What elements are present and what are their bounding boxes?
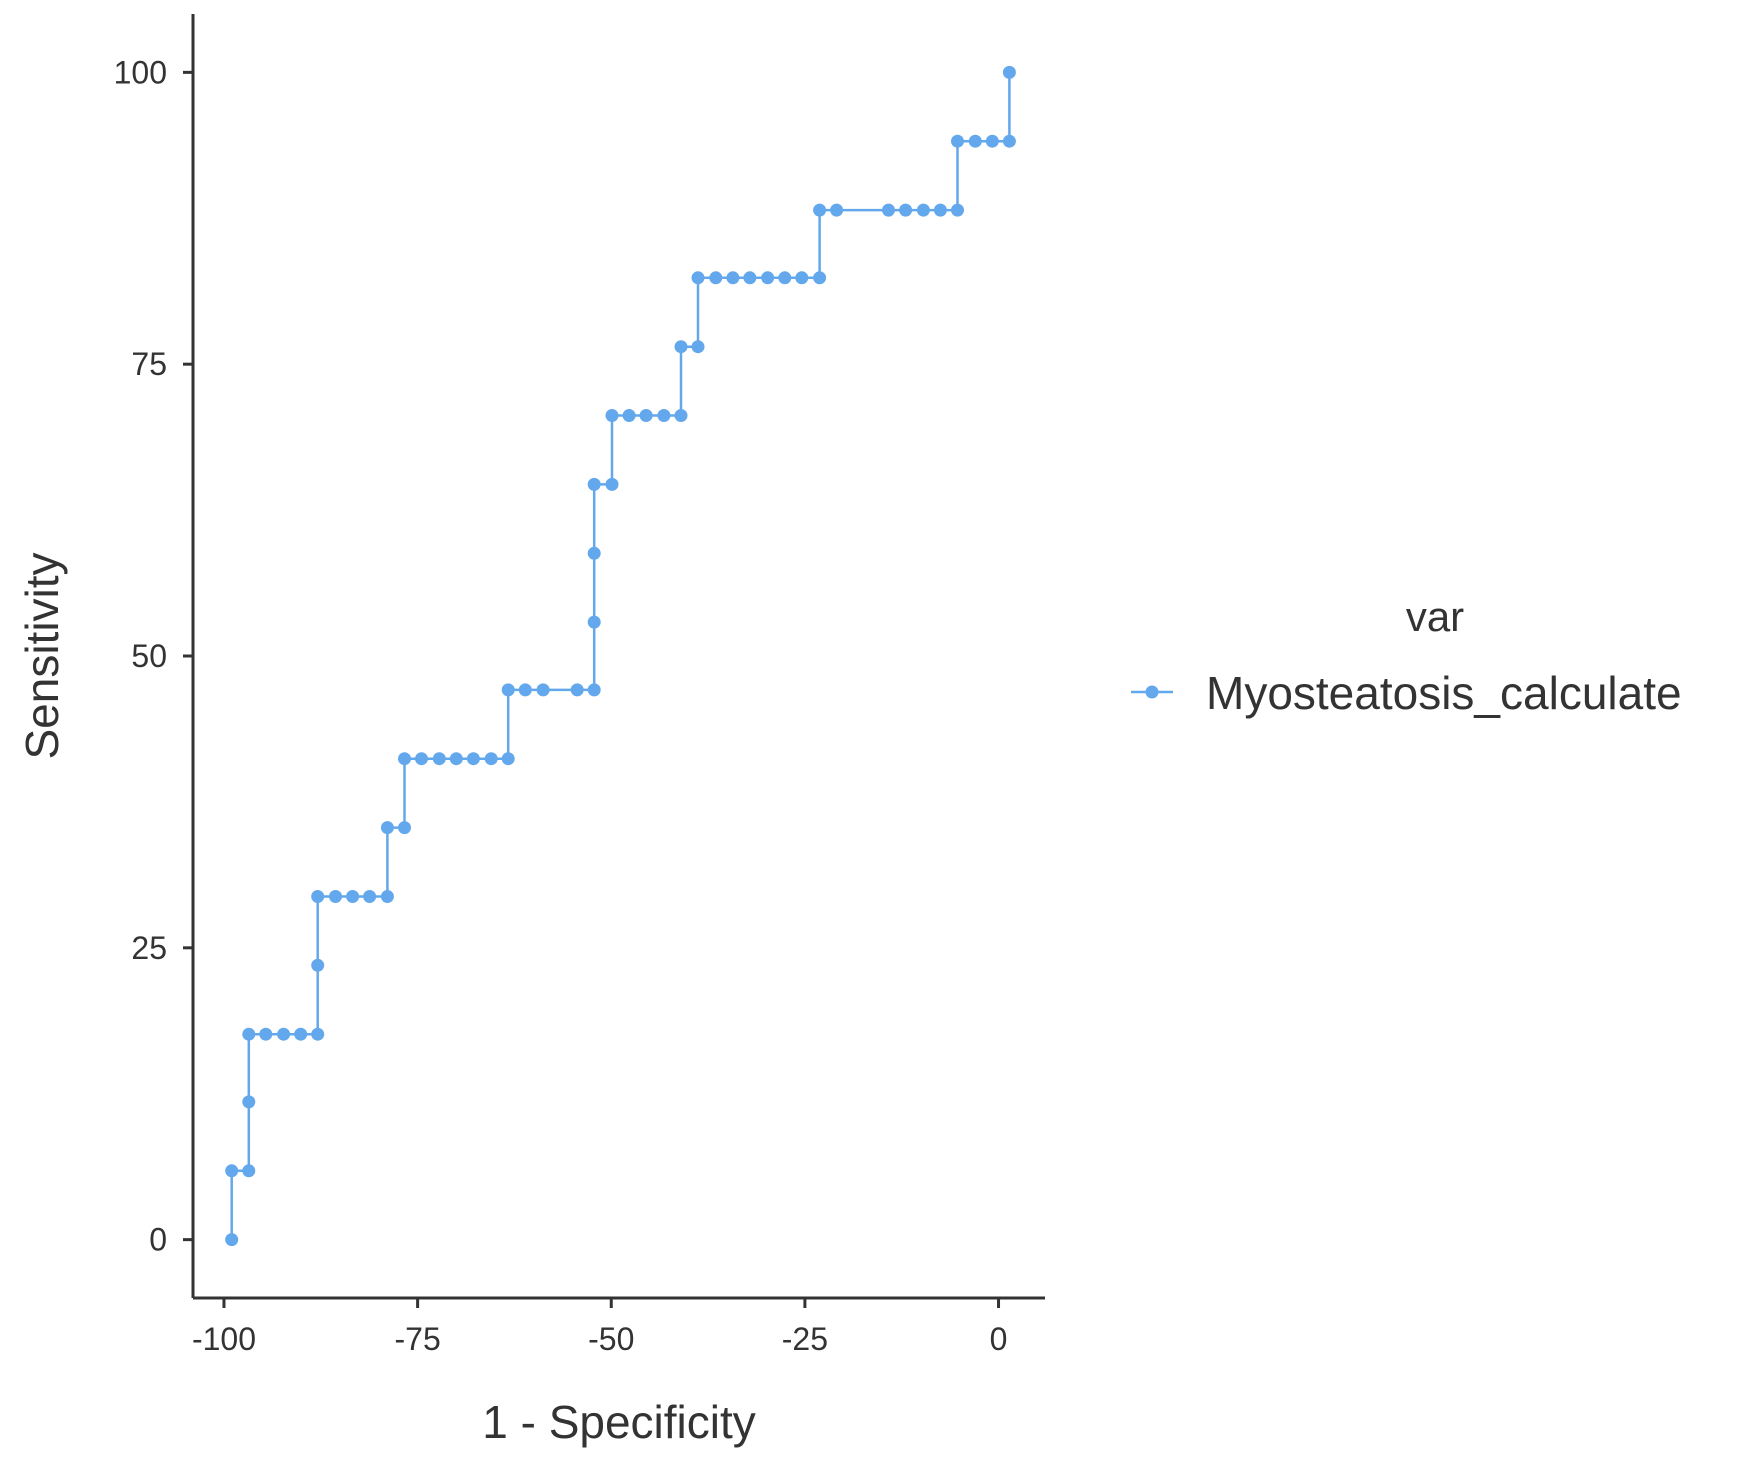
data-point [726,271,740,285]
legend-key-point [1145,685,1159,699]
y-tick-label: 75 [131,346,167,382]
data-point [968,134,982,148]
y-axis-title: Sensitivity [16,552,68,759]
y-tick-label: 25 [131,930,167,966]
x-tick-label: -25 [782,1321,828,1357]
data-point [294,1027,308,1041]
data-point [242,1164,256,1178]
data-point [398,752,411,766]
legend-title: var [1406,593,1464,640]
data-point [1002,65,1016,79]
y-tick-label: 0 [149,1222,167,1258]
y-axis-ticks: 0 25 50 75 100 [114,54,193,1258]
data-point [501,683,515,697]
data-point [691,340,705,354]
x-axis-title: 1 - Specificity [482,1396,756,1448]
data-point [311,1027,325,1041]
data-point [536,683,550,697]
data-point [363,890,377,903]
data-point [709,271,723,285]
data-point [242,1095,256,1109]
data-point [484,752,498,766]
data-point [882,203,895,217]
series-layer [225,65,1016,1247]
data-point [605,409,619,422]
data-point [311,890,325,903]
data-point [951,203,964,217]
x-tick-label: -75 [394,1321,440,1357]
legend: var Myosteatosis_calculate [1131,593,1682,719]
data-point [951,134,964,148]
data-point [518,683,532,697]
data-point [501,752,515,766]
data-point [587,683,601,697]
data-point [674,340,688,354]
data-point [899,203,913,217]
y-tick-label: 100 [114,54,167,90]
data-point [277,1027,291,1041]
data-point [380,821,394,835]
data-point [933,203,947,217]
y-tick-label: 50 [131,638,167,674]
data-point [380,890,394,903]
data-point [813,271,827,285]
data-point [570,683,584,697]
data-point [622,409,636,422]
axes [191,14,1045,1300]
data-point [225,1164,239,1178]
data-point [813,203,827,217]
data-point [587,615,601,629]
data-point [674,409,688,422]
data-point [743,271,757,285]
data-point [432,752,446,766]
data-point [985,134,999,148]
data-point [761,271,775,285]
data-point [830,203,844,217]
data-point [605,477,619,491]
series-line [230,72,1011,1240]
data-point [346,890,360,903]
data-point [225,1233,239,1247]
data-point [466,752,480,766]
data-point [1002,134,1016,148]
x-axis-ticks: -100 -75 -50 -25 0 [192,1298,1007,1357]
data-point [329,890,342,903]
data-point [415,752,428,766]
data-point [916,203,930,217]
data-point [795,271,809,285]
data-point [587,477,601,491]
data-point [449,752,463,766]
x-tick-label: 0 [990,1321,1008,1357]
data-point [691,271,705,285]
x-tick-label: -100 [192,1321,256,1357]
data-point [778,271,792,285]
data-point [259,1027,273,1041]
legend-label: Myosteatosis_calculate [1206,667,1682,719]
x-tick-label: -50 [588,1321,634,1357]
data-point [587,546,601,560]
data-point [398,821,411,835]
data-point [657,409,671,422]
data-point [639,409,653,422]
data-point [242,1027,256,1041]
data-point [311,958,325,972]
